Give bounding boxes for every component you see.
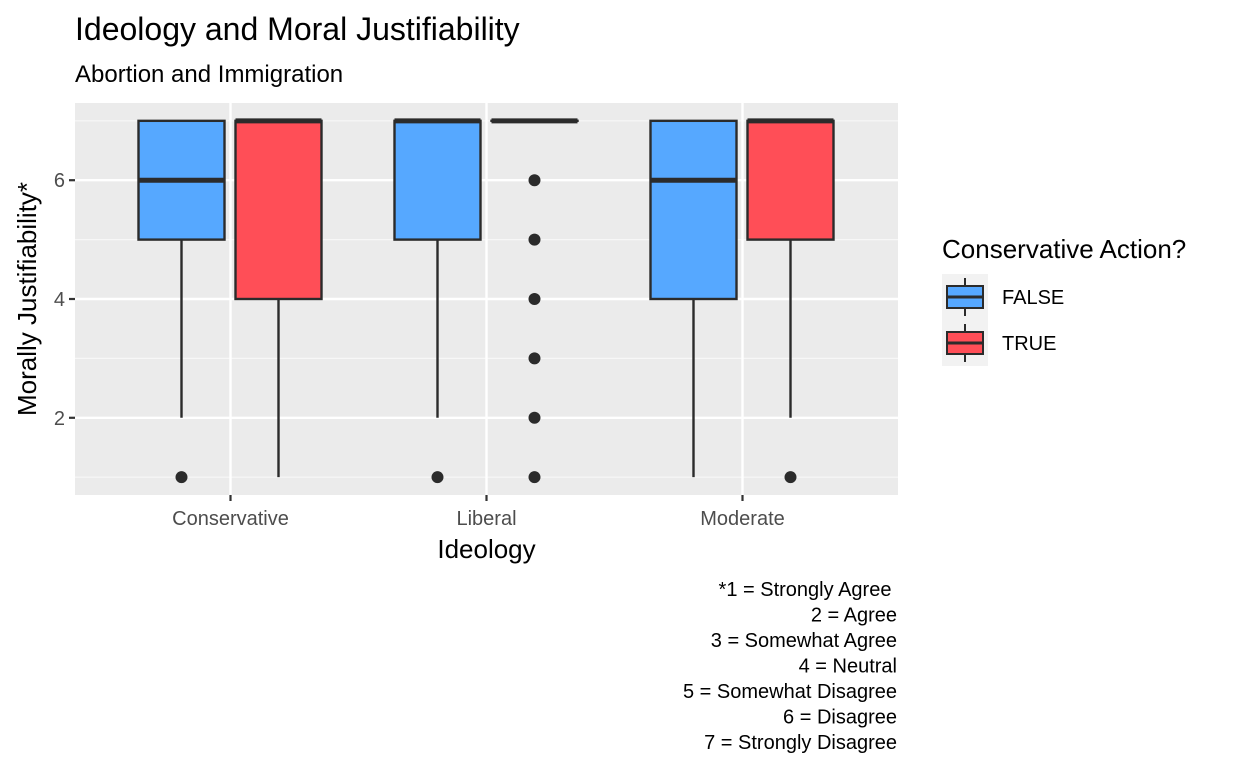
legend-item-false: FALSE [947,278,1064,316]
legend: Conservative Action? FALSE TRUE [942,234,1186,366]
x-tick-label-conservative: Conservative [172,508,289,530]
caption: *1 = Strongly Agree 2 = Agree 3 = Somewha… [683,579,897,754]
x-tick-label-moderate: Moderate [700,508,785,530]
y-tick-label: 6 [54,170,65,192]
box-iqr [395,121,481,240]
outlier-point [785,471,797,483]
box-iqr [651,121,737,299]
legend-title: Conservative Action? [942,234,1186,264]
outlier-point [176,471,188,483]
outlier-point [529,293,541,305]
legend-label: FALSE [1002,287,1064,309]
x-tick-label-liberal: Liberal [456,508,516,530]
legend-label: TRUE [1002,333,1056,355]
box-iqr [748,121,834,240]
outlier-point [432,471,444,483]
chart-subtitle: Abortion and Immigration [75,61,343,88]
outlier-point [529,471,541,483]
y-tick-label: 2 [54,408,65,430]
caption-line: 7 = Strongly Disagree [704,732,897,754]
caption-line: 2 = Agree [811,605,897,627]
outlier-point [529,352,541,364]
outlier-point [529,234,541,246]
caption-line: *1 = Strongly Agree [719,579,897,601]
caption-line: 4 = Neutral [799,656,897,678]
caption-line: 3 = Somewhat Agree [711,630,897,652]
outlier-point [529,412,541,424]
x-axis-title: Ideology [437,534,535,564]
box-iqr [236,121,322,299]
y-axis-title: Morally Justifiability* [12,182,42,416]
caption-line: 5 = Somewhat Disagree [683,681,897,703]
chart-title: Ideology and Moral Justifiability [75,11,520,47]
y-tick-label: 4 [54,289,65,311]
caption-line: 6 = Disagree [783,707,897,729]
outlier-point [529,174,541,186]
